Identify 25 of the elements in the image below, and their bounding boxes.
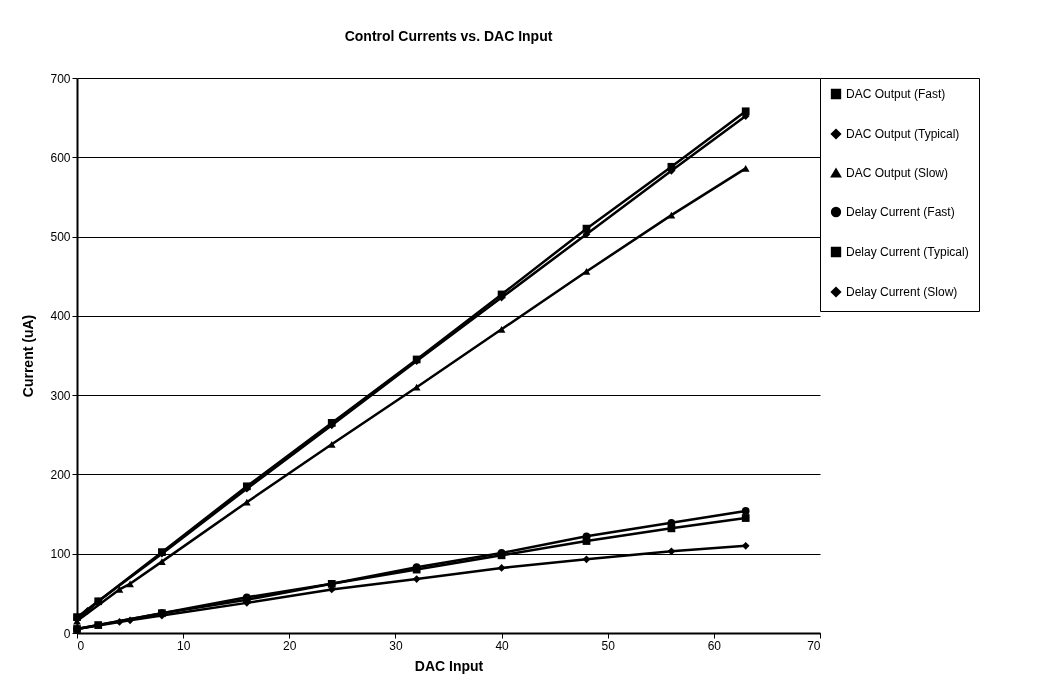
y-tick-label: 200	[50, 467, 71, 482]
x-tick-label: 60	[707, 638, 722, 653]
legend-label: DAC Output (Typical)	[846, 127, 960, 141]
x-tick-label: 70	[807, 638, 821, 653]
y-tick-label: 300	[50, 388, 71, 403]
y-tick-label: 0	[63, 626, 71, 641]
y-tick-label: 100	[50, 547, 71, 562]
chart-title: Control Currents vs. DAC Input	[344, 28, 553, 44]
x-tick-label: 40	[495, 638, 510, 653]
y-tick-label: 700	[50, 71, 71, 86]
x-tick-label: 50	[601, 638, 616, 653]
x-axis-title: DAC Input	[414, 657, 484, 674]
x-tick-label: 30	[389, 638, 403, 653]
y-tick-label: 500	[50, 230, 71, 245]
y-tick-label: 400	[50, 309, 71, 324]
legend-label: Delay Current (Fast)	[846, 205, 955, 219]
legend-label: Delay Current (Slow)	[846, 285, 958, 299]
legend-label: DAC Output (Fast)	[846, 87, 946, 101]
legend-label: DAC Output (Slow)	[846, 166, 949, 180]
y-tick-label: 600	[50, 150, 71, 165]
x-tick-label: 10	[176, 638, 191, 653]
x-tick-label: 0	[77, 638, 85, 653]
legend-label: Delay Current (Typical)	[846, 245, 969, 259]
y-axis-title: Current (uA)	[20, 314, 37, 398]
x-tick-label: 20	[283, 638, 297, 653]
